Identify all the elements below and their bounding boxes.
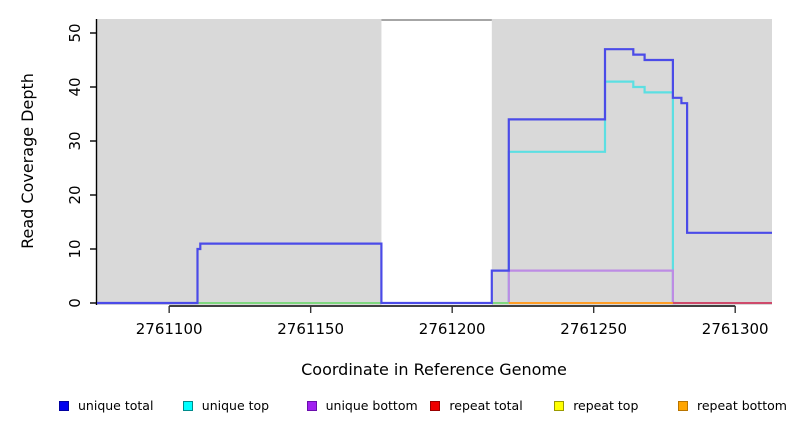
legend-item-repeat-bottom: repeat bottom bbox=[678, 399, 787, 413]
y-tick-label: 20 bbox=[66, 185, 84, 204]
line-unique-total bbox=[97, 48, 772, 305]
y-tick-label: 50 bbox=[66, 23, 84, 42]
legend-swatch-repeat-total bbox=[430, 401, 441, 411]
y-tick-label: 40 bbox=[66, 77, 84, 96]
gap-band bbox=[381, 20, 492, 305]
legend-label-repeat-bottom: repeat bottom bbox=[697, 398, 787, 413]
legend-label-unique-top: unique top bbox=[201, 398, 270, 413]
legend-label-unique-bottom: unique bottom bbox=[325, 398, 418, 413]
x-tick-label: 2761300 bbox=[702, 320, 769, 338]
coverage-plot: 0 10 20 30 40 50 2761100 2761150 2761200 2761250 2… bbox=[18, 19, 772, 379]
legend-swatch-unique-top bbox=[182, 401, 193, 411]
legend-label-unique-total: unique total bbox=[78, 398, 154, 413]
legend-item-repeat-total: repeat total bbox=[430, 398, 523, 413]
y-tick-label: 10 bbox=[66, 239, 84, 258]
x-axis-title: Coordinate in Reference Genome bbox=[301, 360, 567, 379]
legend-swatch-repeat-top bbox=[554, 401, 565, 411]
legend-swatch-unique-total bbox=[59, 401, 69, 411]
legend-swatch-unique-bottom bbox=[306, 401, 317, 411]
y-axis-title: Read Coverage Depth bbox=[18, 73, 37, 249]
legend: unique total unique top unique bottom repea… bbox=[0, 395, 792, 427]
legend-item-unique-total: unique total bbox=[59, 399, 153, 413]
line-unique-top bbox=[507, 80, 679, 305]
x-tick-label: 2761250 bbox=[560, 320, 627, 338]
x-tick-label: 2761100 bbox=[136, 320, 203, 338]
legend-item-repeat-top: repeat top bbox=[554, 399, 638, 413]
y-tick-label: 30 bbox=[66, 131, 84, 150]
x-tick-label: 2761200 bbox=[419, 320, 486, 338]
x-tick-label: 2761150 bbox=[277, 320, 344, 338]
legend-label-repeat-total: repeat total bbox=[449, 398, 523, 413]
legend-item-unique-top: unique top bbox=[182, 398, 270, 413]
legend-item-unique-bottom: unique bottom bbox=[306, 398, 418, 413]
legend-label-repeat-top: repeat top bbox=[573, 398, 639, 413]
legend-swatch-repeat-bottom bbox=[678, 401, 688, 411]
y-tick-label: 0 bbox=[66, 298, 84, 308]
